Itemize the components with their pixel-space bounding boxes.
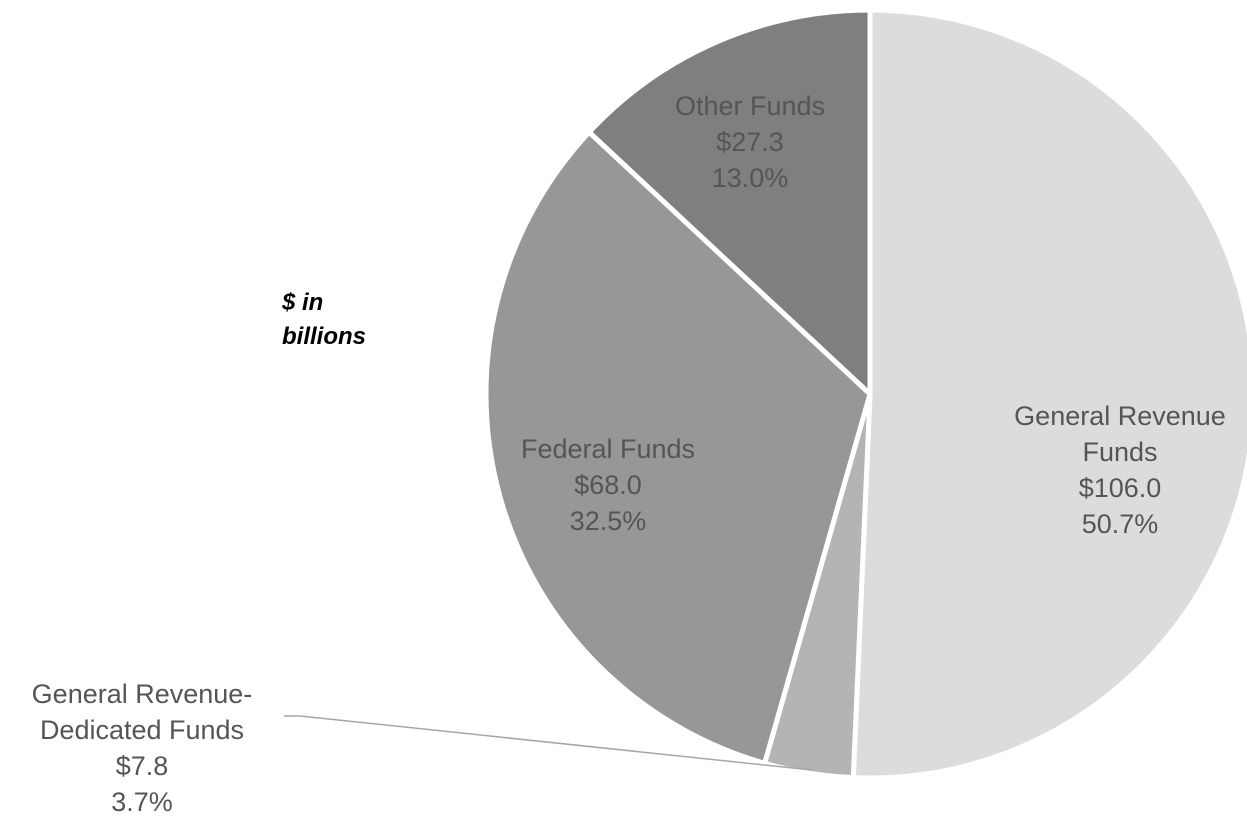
slice-other [586, 7, 873, 397]
label-other: Other Funds $27.3 13.0% [675, 91, 825, 193]
label-line: General Revenue [1014, 401, 1226, 431]
slice-general-revenue [850, 7, 1247, 781]
pie-slices [483, 7, 1247, 781]
units-note: $ in billions [282, 289, 366, 350]
label-line: 3.7% [111, 787, 173, 817]
slice-labels: General Revenue Funds $106.0 50.7%General R… [32, 91, 1226, 817]
label-line: Federal Funds [521, 434, 695, 464]
label-line: Other Funds [675, 91, 825, 121]
label-federal: Federal Funds $68.0 32.5% [521, 434, 695, 536]
leader-lines [284, 715, 813, 771]
label-line: $68.0 [574, 470, 642, 500]
label-line: General Revenue- [32, 679, 253, 709]
label-line: Funds [1082, 437, 1157, 467]
label-line: $27.3 [716, 127, 784, 157]
label-general-revenue: General Revenue Funds $106.0 50.7% [1014, 401, 1226, 539]
slice-federal [483, 129, 873, 766]
label-line: 13.0% [712, 163, 789, 193]
label-line: 32.5% [570, 506, 647, 536]
label-line: $106.0 [1079, 473, 1162, 503]
label-line: Dedicated Funds [40, 715, 244, 745]
label-line: $7.8 [116, 751, 169, 781]
label-line: 50.7% [1082, 509, 1159, 539]
leader-line-gr-dedicated [284, 715, 813, 771]
label-gr-dedicated: General Revenue- Dedicated Funds $7.8 3.7% [32, 679, 253, 817]
